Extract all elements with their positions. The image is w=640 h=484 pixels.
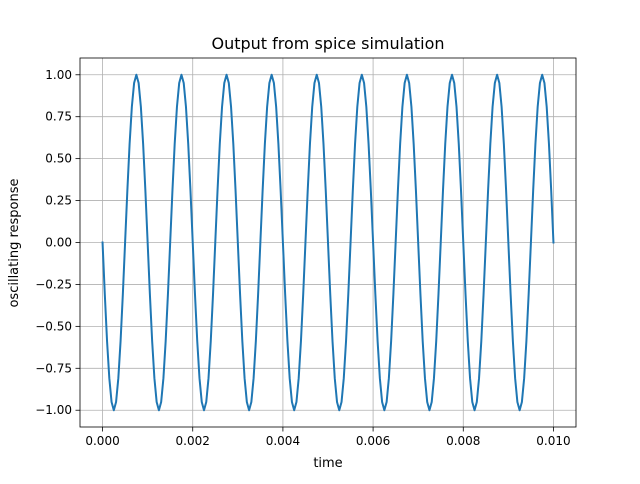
y-tick-label: 1.00 <box>45 68 72 82</box>
x-tick-label: 0.002 <box>176 434 210 448</box>
x-tick-label: 0.010 <box>536 434 570 448</box>
series-line-0 <box>101 73 555 412</box>
y-tick-label: −0.75 <box>35 361 72 375</box>
y-tick-label: 0.50 <box>45 152 72 166</box>
x-axis-ticks: 0.000 0.002 0.004 0.006 0.008 0.010 <box>85 427 571 448</box>
x-tick-label: 0.008 <box>446 434 480 448</box>
x-axis-label: time <box>313 456 342 471</box>
y-axis-label: oscillating response <box>7 178 22 307</box>
y-tick-label: −0.50 <box>35 319 72 333</box>
x-tick-label: 0.006 <box>356 434 390 448</box>
chart-title: Output from spice simulation <box>211 34 444 53</box>
x-tick-label: 0.000 <box>85 434 119 448</box>
y-tick-label: −0.25 <box>35 277 72 291</box>
y-tick-label: 0.75 <box>45 110 72 124</box>
y-tick-label: 0.00 <box>45 236 72 250</box>
series-layer <box>101 73 555 412</box>
y-tick-label: 0.25 <box>45 194 72 208</box>
x-tick-label: 0.004 <box>266 434 300 448</box>
y-tick-label: −1.00 <box>35 403 72 417</box>
y-axis-ticks: −1.00 −0.75 −0.50 −0.25 0.00 0.25 0.50 0.75 1.00 <box>35 68 80 417</box>
